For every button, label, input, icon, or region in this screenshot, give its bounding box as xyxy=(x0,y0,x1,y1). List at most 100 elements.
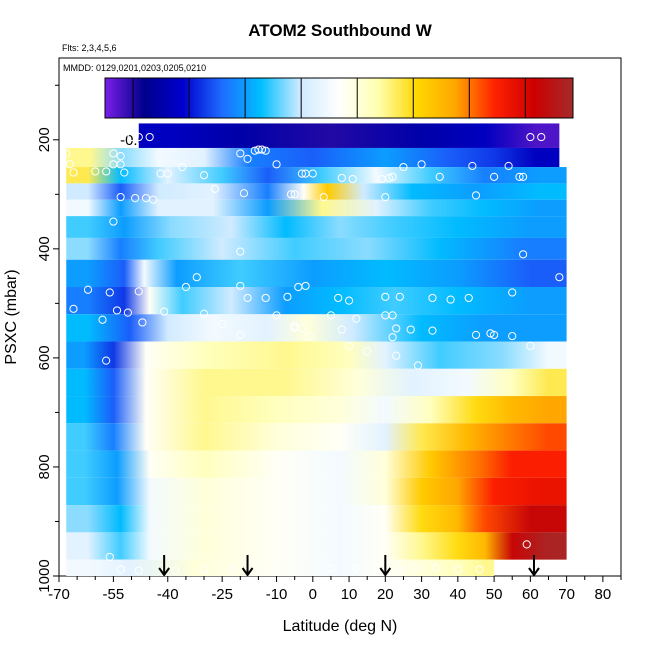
obs-point xyxy=(290,323,299,333)
observation-points xyxy=(62,132,578,575)
obs-point xyxy=(395,566,404,575)
obs-point xyxy=(381,292,390,301)
arrow-head xyxy=(528,567,540,577)
obs-point xyxy=(392,324,401,333)
obs-point xyxy=(388,311,397,320)
arrow-head xyxy=(379,567,392,577)
obs-point xyxy=(334,293,343,303)
obs-point xyxy=(569,527,578,536)
heatmap-band xyxy=(66,259,567,288)
obs-point xyxy=(199,171,209,180)
obs-point xyxy=(508,288,517,297)
obs-point xyxy=(537,132,546,142)
y-axis-label: PSXC (mbar) xyxy=(3,269,20,364)
obs-point xyxy=(170,566,180,575)
obs-point xyxy=(218,319,227,329)
heatmap-band xyxy=(66,477,567,506)
y-tick-label: 400 xyxy=(36,236,53,261)
obs-point xyxy=(134,287,143,296)
obs-point xyxy=(446,295,455,304)
obs-point xyxy=(363,347,372,356)
obs-point xyxy=(102,167,111,176)
obs-point xyxy=(395,292,404,301)
obs-point xyxy=(178,162,187,172)
obs-point xyxy=(337,325,346,334)
obs-point xyxy=(69,168,78,177)
obs-point xyxy=(326,564,336,573)
chart-title: ATOM2 Southbound W xyxy=(248,21,432,40)
obs-point xyxy=(243,154,252,163)
obs-point xyxy=(348,174,357,184)
obs-point xyxy=(261,146,270,155)
x-tick-label: 10 xyxy=(341,586,358,603)
heatmap-band xyxy=(138,123,560,148)
obs-point xyxy=(471,330,481,340)
colorbar xyxy=(104,77,574,119)
x-tick-label: 70 xyxy=(558,586,575,603)
obs-point xyxy=(199,565,209,574)
heatmap-band xyxy=(66,505,567,533)
obs-point xyxy=(261,293,270,303)
obs-point xyxy=(228,565,238,574)
heatmap-band xyxy=(66,237,567,260)
dates-note: MMDD: 0129,0201,0203,0205,0210 xyxy=(63,63,206,73)
obs-point xyxy=(239,189,249,198)
obs-point xyxy=(352,314,361,323)
heatmap-band xyxy=(66,199,567,217)
x-tick-label: 60 xyxy=(522,586,539,603)
obs-point xyxy=(149,195,158,204)
x-tick-label: -25 xyxy=(211,586,233,603)
obs-point xyxy=(109,217,118,226)
obs-point xyxy=(308,563,317,572)
heatmap-band xyxy=(66,216,567,238)
y-tick-label: 1000 xyxy=(36,559,53,592)
obs-point xyxy=(109,149,118,158)
heatmap-band xyxy=(66,314,567,342)
x-tick-label: -70 xyxy=(48,586,70,603)
obs-point xyxy=(464,293,473,303)
obs-point xyxy=(352,563,361,572)
y-tick-label: 600 xyxy=(36,345,53,370)
obs-point xyxy=(272,160,281,169)
obs-point xyxy=(145,132,154,142)
obs-point xyxy=(373,563,383,572)
obs-point xyxy=(134,132,143,142)
arrow-head xyxy=(241,567,254,577)
obs-point xyxy=(131,194,140,203)
obs-point xyxy=(134,566,143,575)
x-tick-label: -40 xyxy=(157,586,179,603)
y-tick-label: 200 xyxy=(36,127,53,152)
heatmap-band xyxy=(66,147,560,168)
obs-point xyxy=(272,311,281,320)
obs-point xyxy=(431,563,441,572)
x-tick-label: 20 xyxy=(377,586,394,603)
arrow-head xyxy=(158,567,170,577)
obs-point xyxy=(290,190,299,199)
obs-point xyxy=(384,173,394,183)
obs-point xyxy=(428,326,437,335)
obs-point xyxy=(388,333,397,342)
obs-point xyxy=(417,160,426,169)
x-tick-label: 40 xyxy=(449,586,466,603)
obs-point xyxy=(522,540,531,549)
obs-point xyxy=(243,293,252,303)
obs-point xyxy=(163,169,172,178)
obs-point xyxy=(192,273,201,282)
obs-point xyxy=(105,288,114,297)
obs-point xyxy=(471,191,481,200)
obs-point xyxy=(337,173,346,183)
obs-point xyxy=(283,292,292,301)
obs-point xyxy=(210,184,220,193)
x-axis: -70 -55 -40 -25 -10 0 10 20 30 40 50 60 70 80 xyxy=(48,576,622,603)
obs-point xyxy=(272,563,281,572)
obs-point xyxy=(301,281,310,291)
obs-point xyxy=(392,351,401,360)
obs-point xyxy=(526,341,535,350)
obs-point xyxy=(160,307,169,316)
x-tick-label: 0 xyxy=(309,586,317,603)
obs-point xyxy=(344,341,354,350)
obs-point xyxy=(508,331,517,341)
obs-point xyxy=(410,563,419,572)
obs-point xyxy=(406,325,415,334)
